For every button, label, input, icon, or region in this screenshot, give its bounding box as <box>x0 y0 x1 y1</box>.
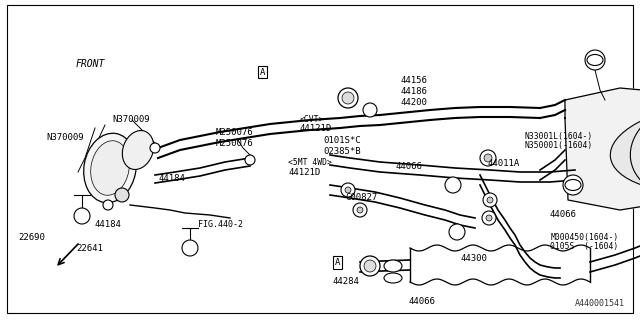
Circle shape <box>115 188 129 202</box>
Text: 44300: 44300 <box>461 254 488 263</box>
Circle shape <box>364 260 376 272</box>
Circle shape <box>103 200 113 210</box>
Text: 22690: 22690 <box>18 233 45 242</box>
Polygon shape <box>565 88 640 210</box>
Circle shape <box>245 155 255 165</box>
Text: FRONT: FRONT <box>76 59 105 69</box>
Circle shape <box>353 203 367 217</box>
Circle shape <box>480 150 496 166</box>
Text: 44066: 44066 <box>408 297 435 306</box>
Circle shape <box>182 240 198 256</box>
Circle shape <box>484 154 492 162</box>
Text: <5MT 4WD>: <5MT 4WD> <box>288 158 332 167</box>
Circle shape <box>486 215 492 221</box>
Text: M250076: M250076 <box>216 139 253 148</box>
Ellipse shape <box>84 133 136 203</box>
Text: <CVT>: <CVT> <box>300 115 324 124</box>
Circle shape <box>345 187 351 193</box>
Text: 44011A: 44011A <box>488 159 520 168</box>
Circle shape <box>445 177 461 193</box>
Ellipse shape <box>611 103 640 193</box>
Text: 44184: 44184 <box>159 174 186 183</box>
Ellipse shape <box>587 54 603 66</box>
Text: M250076: M250076 <box>216 128 253 137</box>
Ellipse shape <box>122 131 154 170</box>
Circle shape <box>363 103 377 117</box>
Text: 44186: 44186 <box>400 87 427 96</box>
Text: 44066: 44066 <box>549 210 576 219</box>
Text: 02385*B: 02385*B <box>323 147 361 156</box>
Circle shape <box>563 175 583 195</box>
Text: N370009: N370009 <box>112 115 150 124</box>
Text: 44121D: 44121D <box>300 124 332 132</box>
Text: 44121D: 44121D <box>288 168 320 177</box>
Text: 44200: 44200 <box>400 98 427 107</box>
Ellipse shape <box>384 260 402 272</box>
Circle shape <box>338 88 358 108</box>
Text: N350001(-1604): N350001(-1604) <box>525 141 593 150</box>
Text: 44066: 44066 <box>396 162 422 171</box>
Text: M000450(1604-): M000450(1604-) <box>550 233 619 242</box>
Text: A440001541: A440001541 <box>575 299 625 308</box>
Text: A: A <box>260 68 265 76</box>
Ellipse shape <box>565 180 581 190</box>
Text: N370009: N370009 <box>46 133 84 142</box>
Text: 44284: 44284 <box>333 277 360 286</box>
Text: FIG.440-2: FIG.440-2 <box>198 220 243 228</box>
Circle shape <box>342 92 354 104</box>
Circle shape <box>357 207 363 213</box>
Circle shape <box>341 183 355 197</box>
Circle shape <box>150 143 160 153</box>
Circle shape <box>487 197 493 203</box>
Text: 44156: 44156 <box>400 76 427 85</box>
Circle shape <box>585 50 605 70</box>
Text: 0105S  (-1604): 0105S (-1604) <box>550 242 619 251</box>
Text: 44184: 44184 <box>95 220 122 228</box>
Ellipse shape <box>384 273 402 283</box>
Circle shape <box>483 193 497 207</box>
Circle shape <box>360 256 380 276</box>
Text: 22641: 22641 <box>77 244 104 252</box>
Text: A: A <box>335 258 340 267</box>
Text: C00827: C00827 <box>346 193 378 202</box>
Circle shape <box>449 224 465 240</box>
Text: N33001L(1604-): N33001L(1604-) <box>525 132 593 141</box>
Circle shape <box>74 208 90 224</box>
Ellipse shape <box>91 141 129 195</box>
Circle shape <box>482 211 496 225</box>
Text: 0101S*C: 0101S*C <box>323 136 361 145</box>
